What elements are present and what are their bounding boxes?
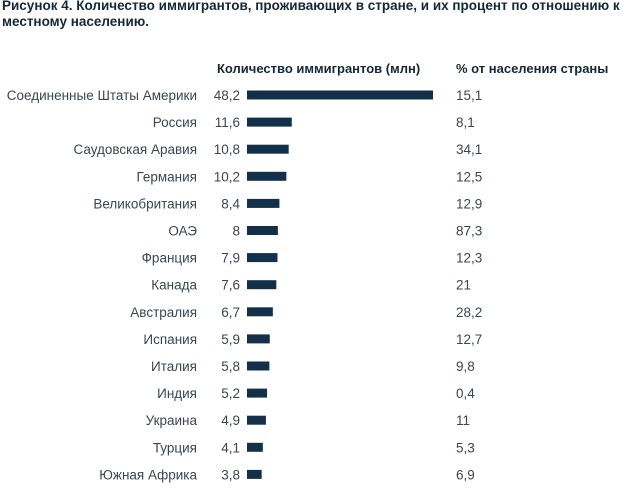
category-label: Австралия (130, 305, 197, 320)
value-label: 6,7 (221, 305, 240, 320)
value-label: 5,2 (221, 386, 240, 401)
bar (247, 253, 278, 263)
value-label: 48,2 (214, 88, 240, 103)
value-label: 10,2 (214, 169, 240, 184)
bar (247, 361, 270, 371)
category-label: ОАЭ (168, 224, 197, 239)
value-label: 7,6 (221, 278, 240, 293)
category-label: Южная Африка (99, 467, 197, 482)
bar (247, 442, 263, 452)
percent-label: 28,2 (456, 305, 482, 320)
category-label: Италия (151, 359, 197, 374)
percent-label: 12,9 (456, 196, 482, 211)
bar (247, 307, 273, 317)
bar (247, 469, 262, 479)
bar (247, 388, 268, 398)
header-immigrants-count: Количество иммигрантов (млн) (217, 61, 421, 76)
percent-label: 9,8 (456, 359, 475, 374)
percent-label: 5,3 (456, 440, 475, 455)
percent-label: 12,3 (456, 251, 482, 266)
value-label: 4,9 (221, 413, 240, 428)
percent-label: 8,1 (456, 115, 475, 130)
bar (247, 415, 266, 425)
category-label: Соединенные Штаты Америки (7, 88, 197, 103)
value-label: 10,8 (214, 142, 240, 157)
value-label: 3,8 (221, 467, 240, 482)
bar (247, 198, 280, 208)
bar (247, 226, 278, 235)
value-label: 5,8 (221, 359, 240, 374)
category-label: Германия (136, 169, 197, 184)
category-label: Украина (146, 413, 198, 428)
percent-label: 0,4 (456, 386, 475, 401)
category-label: Саудовская Аравия (73, 142, 197, 157)
bar (247, 144, 289, 154)
value-label: 7,9 (221, 251, 240, 266)
value-label: 11,6 (215, 115, 240, 130)
category-label: Великобритания (93, 196, 197, 211)
percent-label: 21 (456, 278, 471, 293)
bar (247, 171, 287, 181)
value-label: 8 (232, 224, 240, 239)
category-label: Франция (142, 251, 197, 266)
category-label: Турция (153, 440, 197, 455)
percent-label: 87,3 (456, 224, 482, 239)
value-label: 5,9 (221, 332, 240, 347)
bar (247, 117, 292, 127)
percent-label: 6,9 (456, 467, 475, 482)
bar (247, 90, 433, 100)
chart-title: Рисунок 4. Количество иммигрантов, прожи… (2, 0, 620, 29)
percent-label: 15,1 (456, 88, 482, 103)
category-label: Россия (153, 115, 197, 130)
bar (247, 334, 270, 344)
value-label: 8,4 (221, 196, 240, 211)
percent-label: 11 (456, 413, 470, 428)
category-label: Канада (151, 278, 197, 293)
category-label: Индия (157, 386, 197, 401)
value-label: 4,1 (221, 440, 240, 455)
percent-label: 34,1 (456, 142, 482, 157)
percent-label: 12,7 (456, 332, 482, 347)
percent-label: 12,5 (456, 169, 482, 184)
bar (247, 280, 277, 290)
category-label: Испания (143, 332, 197, 347)
header-percent-population: % от населения страны (456, 61, 609, 76)
